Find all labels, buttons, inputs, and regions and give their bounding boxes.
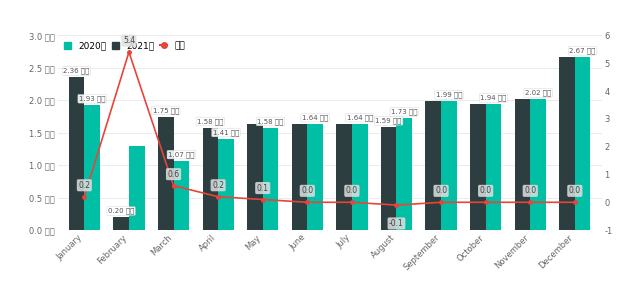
Text: 0.0: 0.0 [524,186,536,195]
Bar [68,77,84,230]
Bar [202,127,218,230]
同比 [571,201,579,204]
Text: 0.0: 0.0 [479,186,492,195]
Bar [575,57,591,230]
Bar [84,105,100,230]
Text: 0.0: 0.0 [301,186,314,195]
Text: 0.0: 0.0 [569,186,581,195]
同比 [170,184,177,187]
Text: 1.58 百万: 1.58 百万 [257,118,284,125]
Text: 5.4: 5.4 [123,36,135,45]
Text: 1.59 百万: 1.59 百万 [376,117,402,124]
同比 [303,201,311,204]
Bar [441,101,457,230]
同比 [214,195,222,199]
Text: 1.99 百万: 1.99 百万 [436,91,462,98]
Bar [292,124,307,230]
Text: 1.64 百万: 1.64 百万 [302,114,328,121]
Bar [470,104,486,230]
Text: 1.93 百万: 1.93 百万 [79,96,106,102]
Text: 2.36 百万: 2.36 百万 [63,68,90,74]
Bar [158,117,173,230]
Bar [262,127,278,230]
同比 [348,201,356,204]
同比 [125,50,132,54]
Text: 0.6: 0.6 [168,170,180,179]
Text: 1.75 百万: 1.75 百万 [152,107,179,114]
同比 [259,198,266,201]
Text: 0.0: 0.0 [346,186,358,195]
Bar [515,99,531,230]
Text: 0.20 百万: 0.20 百万 [108,208,134,214]
Bar [397,118,412,230]
Text: -0.1: -0.1 [389,219,404,228]
Text: 1.07 百万: 1.07 百万 [168,151,195,158]
同比 [437,201,445,204]
Bar [218,139,234,230]
Legend: 2020年, 2021年, 同比: 2020年, 2021年, 同比 [62,40,187,53]
同比 [482,201,490,204]
Text: 1.94 百万: 1.94 百万 [480,95,507,101]
Bar [352,124,367,230]
Text: 0.2: 0.2 [78,181,90,190]
同比 [527,201,534,204]
Text: 0.2: 0.2 [212,181,224,190]
Text: 1.73 百万: 1.73 百万 [391,109,417,115]
Bar [336,124,352,230]
同比 [393,203,401,207]
Bar [113,217,129,230]
Text: 0.0: 0.0 [435,186,447,195]
Text: 2.67 百万: 2.67 百万 [570,47,596,54]
Bar [531,99,546,230]
Bar [559,57,575,230]
Text: 1.58 百万: 1.58 百万 [197,118,223,125]
Bar [129,146,145,230]
Text: 1.41 百万: 1.41 百万 [212,129,239,136]
Line: 同比: 同比 [83,50,577,207]
Bar [307,124,323,230]
Bar [247,124,262,230]
Bar [173,161,189,230]
同比 [81,195,88,199]
Text: 0.1: 0.1 [257,183,269,193]
Bar [426,101,441,230]
Text: 1.64 百万: 1.64 百万 [346,114,373,121]
Bar [381,127,397,230]
Bar [486,104,501,230]
Text: 2.02 百万: 2.02 百万 [525,90,551,96]
